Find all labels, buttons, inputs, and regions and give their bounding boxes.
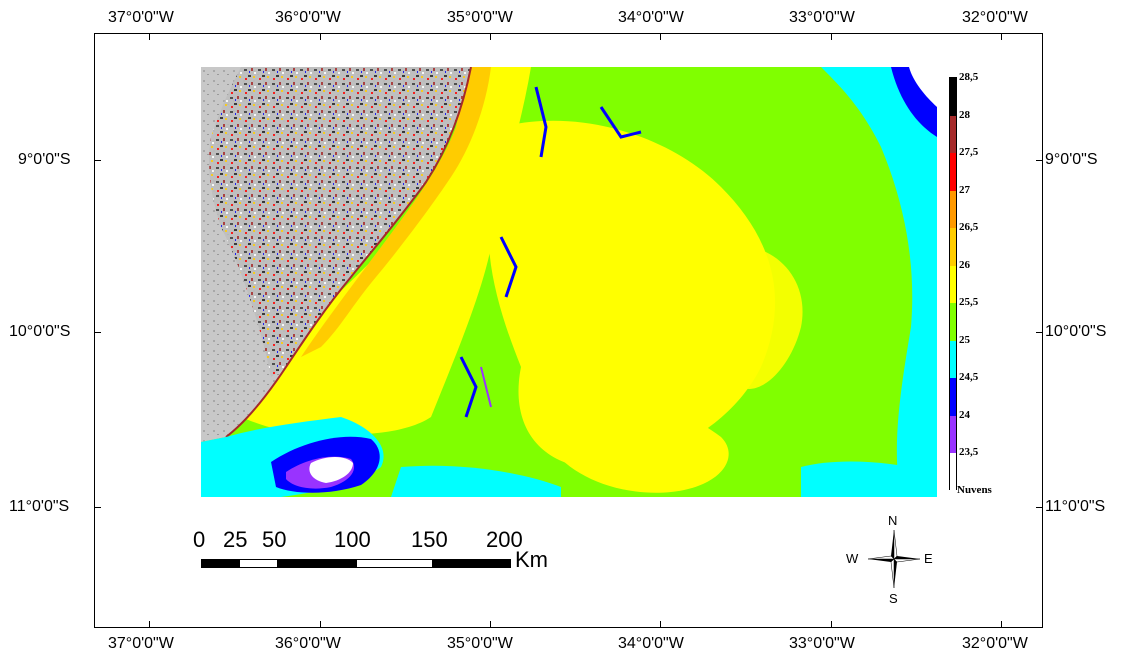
top-tick (1001, 33, 1002, 40)
left-tick (94, 507, 101, 508)
bottom-tick (320, 621, 321, 628)
top-tick (831, 33, 832, 40)
cold-filament (534, 86, 548, 158)
sst-raster-map (201, 67, 937, 497)
legend-value-label: 24,5 (959, 371, 979, 383)
legend-swatch (950, 265, 956, 303)
bottom-axis-label: 37°0'0"W (108, 635, 174, 652)
legend-value-label: 24 (959, 408, 970, 421)
top-tick (490, 33, 491, 40)
right-tick (1036, 332, 1043, 333)
bottom-tick (490, 621, 491, 628)
cool-water-south (391, 465, 561, 497)
bottom-axis-label: 35°0'0"W (447, 635, 513, 652)
bottom-tick (149, 621, 150, 628)
legend-swatch (950, 303, 956, 341)
scale-label: 150 (411, 527, 448, 552)
top-axis-label: 35°0'0"W (447, 9, 513, 26)
scale-segment (433, 559, 511, 568)
land-texture (209, 67, 471, 377)
compass-east-label: E (924, 551, 933, 566)
left-tick (94, 160, 101, 161)
left-axis-label: 9°0'0"S (18, 151, 71, 168)
scale-segment (239, 559, 278, 568)
legend-swatch (950, 153, 956, 191)
right-axis-label: 10°0'0"S (1045, 323, 1107, 340)
legend-color-bar (949, 77, 957, 491)
right-axis-label: 9°0'0"S (1045, 151, 1098, 168)
legend-value-label: 28 (959, 108, 970, 121)
legend-swatch (950, 115, 956, 153)
right-axis-label: 11°0'0"S (1045, 498, 1106, 515)
warm-region-central (488, 120, 776, 467)
bottom-axis-label: 32°0'0"W (962, 635, 1028, 652)
legend-value-label: 28,5 (959, 71, 979, 83)
top-axis-label: 36°0'0"W (275, 9, 341, 26)
legend-value-label: 27,5 (959, 146, 979, 158)
left-tick (94, 332, 101, 333)
scale-label: 0 (193, 527, 206, 552)
coastal-warm-band (301, 67, 491, 357)
scale-segment (201, 559, 239, 568)
left-axis-label: 11°0'0"S (9, 498, 70, 515)
top-axis-label: 33°0'0"W (789, 9, 855, 26)
scale-segment (278, 559, 356, 568)
cold-filament (459, 356, 478, 418)
bottom-axis-label: 34°0'0"W (618, 635, 684, 652)
scale-segment (356, 559, 433, 568)
legend-value-label: 25 (959, 333, 970, 346)
bottom-tick (660, 621, 661, 628)
top-axis-label: 34°0'0"W (618, 9, 684, 26)
scale-label: 50 (262, 527, 287, 552)
left-axis-label: 10°0'0"S (9, 323, 71, 340)
legend-value-label: 27 (959, 183, 970, 196)
right-tick (1036, 507, 1043, 508)
bottom-tick (1001, 621, 1002, 628)
cold-filament (599, 106, 642, 139)
cold-filament (480, 366, 492, 408)
bottom-tick (831, 621, 832, 628)
compass-rose-icon (867, 529, 921, 589)
top-tick (320, 33, 321, 40)
top-tick (149, 33, 150, 40)
coastline (225, 67, 472, 438)
legend-swatch (950, 190, 956, 228)
bottom-axis-label: 36°0'0"W (275, 635, 341, 652)
cold-filament (499, 236, 518, 298)
bottom-axis-label: 33°0'0"W (789, 635, 855, 652)
scale-label: 100 (334, 527, 371, 552)
legend-value-label: 25,5 (959, 296, 979, 308)
warm-region-east (717, 245, 803, 389)
cloud-patch-southwest (309, 457, 353, 483)
scale-label: 25 (223, 527, 248, 552)
legend-value-label: 26 (959, 258, 970, 271)
compass-north-label: N (888, 513, 898, 528)
legend-clouds-label: Nuvens (957, 484, 992, 496)
legend-swatch (950, 453, 956, 491)
top-axis-label: 37°0'0"W (108, 9, 174, 26)
compass-south-label: S (889, 591, 898, 606)
top-axis-label: 32°0'0"W (962, 9, 1028, 26)
legend-swatch (950, 415, 956, 453)
compass-west-label: W (846, 551, 859, 566)
top-tick (660, 33, 661, 40)
cloud-patch-northeast (909, 67, 937, 107)
legend-swatch (950, 78, 956, 116)
legend-swatch (950, 340, 956, 378)
legend-value-label: 23,5 (959, 446, 979, 458)
right-tick (1036, 160, 1043, 161)
scale-label: 200 (486, 527, 523, 552)
warm-region-south (551, 394, 729, 493)
legend-swatch (950, 378, 956, 416)
cool-water-east (821, 67, 937, 497)
legend-swatch (950, 228, 956, 266)
legend-value-label: 26,5 (959, 221, 979, 233)
cool-water-southeast (801, 461, 937, 497)
scale-unit: Km (515, 547, 548, 572)
